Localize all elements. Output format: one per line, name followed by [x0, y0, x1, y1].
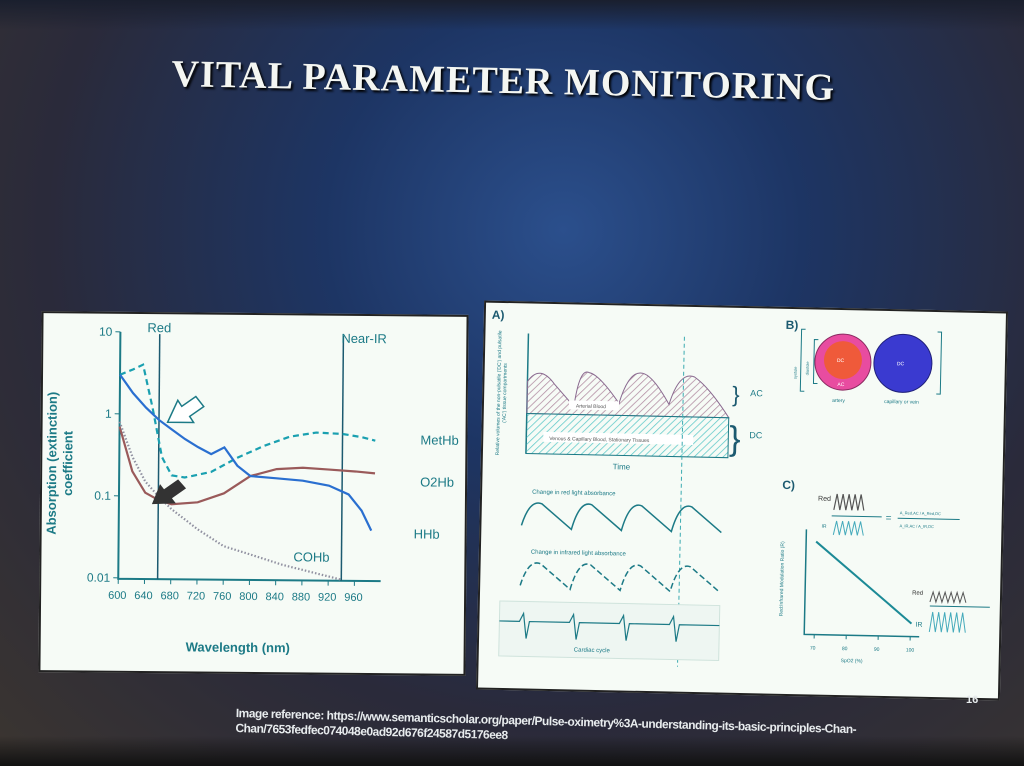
c-x-tick-label: 100 — [906, 647, 915, 653]
artery-label: artery — [832, 398, 845, 404]
vein-dc-label: DC — [897, 361, 905, 367]
series-label-hhb: HHb — [414, 526, 440, 541]
x-tick-label: 880 — [292, 591, 310, 603]
c-x-tick-label: 70 — [810, 645, 816, 651]
y-tick-label: 10 — [99, 325, 113, 339]
artery-ac-label: AC — [837, 382, 844, 388]
x-tick-label: 920 — [318, 592, 336, 604]
modulation-ratio-line — [815, 540, 913, 625]
red-wave-small-icon — [929, 590, 967, 605]
artery-dc-label: DC — [837, 358, 845, 364]
x-tick-label: 680 — [161, 590, 179, 602]
dc-label: DC — [749, 430, 763, 440]
ecg-wave — [499, 611, 720, 642]
ir-wave-small-icon — [928, 611, 966, 633]
c-x-tick-label: 90 — [874, 647, 880, 653]
ir-wave-icon — [832, 520, 864, 536]
ac-label: AC — [750, 388, 763, 398]
y-tick-label: 1 — [105, 407, 112, 421]
x-tick-label: 600 — [108, 590, 126, 602]
bracket-right — [936, 331, 943, 395]
y-axis-label: Absorption (extinction) coefficient — [43, 391, 76, 535]
absorption-spectrum-panel: 600 640 680 720 760 800 840 880 920 960 10 1 0.1 0.01… — [38, 311, 469, 676]
pulse-oximetry-diagram: A) Arterial Blood Venous & Capillary Blo… — [492, 308, 990, 667]
x-tick-label: 640 — [134, 590, 152, 602]
red-change-label: Change in red light absorbance — [532, 490, 616, 498]
series-label-methb: MetHb — [420, 432, 458, 447]
near-ir-line-label: Near-IR — [341, 331, 387, 346]
ir-label-small: IR — [915, 622, 922, 629]
ratio-numerator: A_Red,AC / A_Red,DC — [900, 510, 941, 516]
red-absorbance-wave — [520, 502, 722, 534]
ac-brace: } — [732, 382, 740, 407]
red-label-small: Red — [912, 591, 923, 597]
red-line-label: Red — [147, 320, 171, 335]
c-x-tick-label: 80 — [842, 646, 848, 652]
vein-circle — [873, 333, 933, 393]
page-number: 16 — [966, 694, 979, 706]
series-label-o2hb: O2Hb — [420, 474, 454, 489]
c-y-label: Red:Infrared Modulation Ratio (R) — [778, 541, 787, 617]
y-tick-label: 0.01 — [87, 571, 111, 585]
bracket-left — [799, 328, 819, 392]
c-axes — [803, 529, 920, 638]
panel-c-label: C) — [782, 478, 795, 492]
pulse-oximetry-diagram-panel: A) Arterial Blood Venous & Capillary Blo… — [475, 300, 1009, 701]
x-tick-label: 960 — [344, 592, 362, 604]
series-hhb — [119, 374, 373, 532]
series-o2hb — [118, 426, 376, 506]
wavelength-marker-line — [340, 335, 345, 581]
ecg-grid — [498, 600, 721, 662]
systole-label: systole — [793, 366, 798, 379]
x-tick-label: 840 — [265, 591, 283, 603]
x-axis-label: Wavelength (nm) — [186, 639, 290, 655]
black-arrow-icon — [151, 479, 187, 505]
red-wave-icon — [833, 493, 865, 511]
absorption-chart: 600 640 680 720 760 800 840 880 920 960 10 1 0.1 0.01… — [87, 320, 459, 655]
time-label: Time — [613, 462, 631, 471]
x-tick-label: 760 — [213, 591, 231, 603]
ir-label-top: IR — [821, 524, 827, 530]
x-tick-label: 720 — [187, 590, 205, 602]
equals-sign: = — [886, 513, 892, 524]
arterial-label: Arterial Blood — [576, 404, 606, 411]
photo-vignette — [0, 0, 1024, 30]
venous-label: Venous & Capillary Blood, Stationary Tis… — [549, 436, 650, 444]
wavelength-marker-line — [156, 334, 161, 580]
x-tick-label: 800 — [239, 591, 257, 603]
hollow-arrow-icon — [166, 395, 205, 424]
series-label-cohb: COHb — [293, 549, 329, 564]
vein-label: capillary or vein — [884, 399, 919, 406]
cardiac-cycle-label: Cardiac cycle — [574, 648, 611, 655]
series-methb — [119, 363, 376, 479]
c-x-label: SpO2 (%) — [841, 658, 863, 664]
ir-change-label: Change in infrared light absorbance — [531, 550, 627, 558]
y-tick-label: 0.1 — [94, 489, 111, 503]
ratio-denominator: A_IR,AC / A_IR,DC — [899, 523, 934, 529]
slide-title: VITAL PARAMETER MONITORING — [171, 52, 836, 109]
panel-b-label: B) — [786, 318, 799, 332]
arterial-pulse-area — [526, 371, 730, 419]
photo-vignette-bottom — [0, 736, 1024, 766]
red-label: Red — [818, 496, 831, 503]
diastole-label: diastole — [805, 361, 810, 376]
ir-absorbance-wave — [519, 562, 721, 594]
dc-brace: } — [729, 420, 741, 458]
panel-a-label: A) — [492, 308, 505, 322]
artery-dc-circle — [823, 341, 862, 380]
